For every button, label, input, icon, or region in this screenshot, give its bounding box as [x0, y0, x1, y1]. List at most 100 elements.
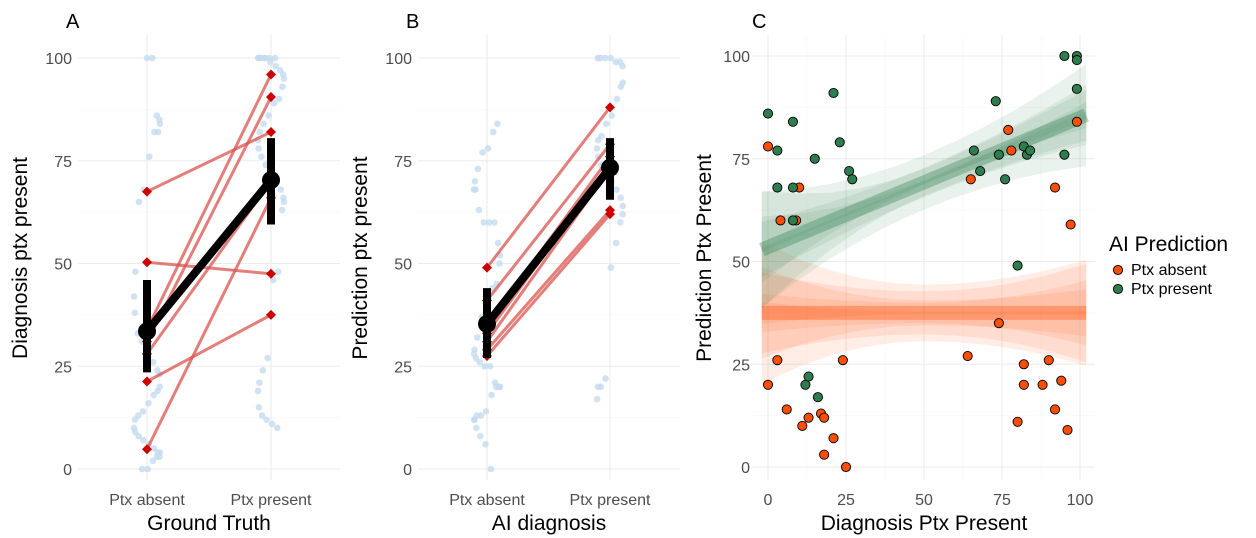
data-point — [834, 137, 845, 148]
x-tick-label: 75 — [993, 492, 1011, 509]
raw-point — [597, 54, 604, 62]
data-point — [828, 433, 839, 444]
raw-point — [602, 120, 610, 128]
raw-point — [613, 95, 621, 103]
mean-point — [478, 314, 496, 333]
raw-point — [256, 128, 264, 136]
raw-point — [273, 424, 281, 432]
raw-point — [143, 54, 151, 62]
paired-line — [485, 213, 612, 357]
data-point — [1018, 359, 1029, 370]
data-point — [993, 149, 1004, 160]
raw-point — [256, 379, 263, 386]
raw-point — [486, 362, 494, 370]
data-point — [775, 215, 786, 226]
y-axis-title: Prediction Ptx Present — [693, 154, 716, 362]
raw-point — [138, 465, 146, 473]
data-point — [1003, 124, 1014, 136]
raw-point — [269, 276, 277, 284]
raw-point — [268, 420, 276, 428]
raw-point — [476, 358, 483, 366]
y-tick-label: 100 — [385, 51, 412, 68]
y-tick-label: 50 — [394, 257, 412, 274]
raw-point — [132, 268, 139, 276]
raw-point — [270, 99, 278, 107]
raw-point — [265, 112, 272, 119]
y-tick-label: 25 — [54, 359, 72, 376]
legend-swatch — [1112, 264, 1124, 276]
data-point — [840, 461, 852, 473]
data-point — [772, 182, 783, 193]
y-tick-label: 75 — [394, 154, 412, 171]
raw-point — [272, 62, 279, 70]
data-point — [1071, 116, 1082, 127]
fit-line — [759, 108, 1089, 257]
legend-title: AI Prediction — [1109, 233, 1228, 256]
paired-line — [145, 73, 273, 330]
raw-point — [482, 408, 490, 415]
raw-point — [617, 194, 624, 202]
raw-point — [474, 165, 482, 173]
y-tick-label: 100 — [45, 51, 72, 68]
panel-label: A — [66, 11, 80, 33]
data-point — [847, 174, 858, 185]
raw-point — [616, 219, 624, 226]
confidence-band — [761, 301, 1087, 324]
raw-point — [619, 210, 626, 218]
raw-point — [149, 54, 156, 62]
raw-point — [593, 395, 601, 403]
confidence-bands — [759, 63, 1089, 384]
y-axis-title: Diagnosis ptx present — [9, 157, 32, 359]
raw-point — [131, 309, 139, 317]
data-point — [812, 392, 823, 403]
diamond-marker — [142, 376, 152, 387]
raw-point — [130, 293, 138, 300]
mean-point — [138, 322, 156, 341]
raw-point — [494, 239, 502, 247]
data-point — [1049, 182, 1061, 193]
raw-point — [139, 408, 147, 415]
panel-label: B — [406, 11, 419, 33]
y-tick-label: 50 — [54, 257, 72, 274]
data-point — [1059, 149, 1070, 160]
diamond-marker — [605, 102, 615, 113]
legend-label: Ptx absent — [1131, 262, 1207, 279]
data-point — [1065, 219, 1076, 230]
paired-line — [485, 106, 612, 269]
raw-point — [280, 75, 288, 82]
raw-point — [482, 441, 489, 448]
paired-line — [146, 313, 272, 383]
data-point — [965, 174, 976, 185]
data-point — [772, 145, 783, 156]
raw-point — [593, 145, 601, 152]
raw-point — [153, 453, 161, 460]
raw-point — [261, 54, 269, 62]
raw-point — [619, 202, 627, 210]
mean-line — [143, 176, 275, 336]
raw-point — [151, 128, 158, 136]
raw-point — [601, 54, 609, 62]
data-point — [962, 350, 973, 362]
confidence-band — [761, 89, 1087, 309]
panel-a — [78, 35, 340, 480]
x-tick-label: 0 — [764, 492, 773, 509]
panel-b — [418, 35, 680, 480]
confidence-band — [761, 110, 1087, 283]
mean-point — [601, 158, 619, 177]
y-axis-title: Prediction ptx present — [349, 156, 372, 359]
raw-point — [263, 416, 270, 423]
diamond-marker — [266, 69, 276, 80]
raw-point — [487, 465, 495, 473]
paired-line — [146, 130, 272, 193]
data-point — [1049, 404, 1061, 415]
raw-point — [494, 120, 501, 128]
mean-line — [483, 163, 614, 328]
data-point — [762, 108, 774, 119]
x-tick-label: 25 — [837, 492, 855, 509]
raw-point — [473, 424, 480, 432]
raw-point — [278, 206, 286, 214]
data-point — [990, 96, 1001, 107]
data-point — [772, 355, 783, 366]
raw-point — [471, 178, 479, 185]
data-point — [803, 371, 814, 382]
